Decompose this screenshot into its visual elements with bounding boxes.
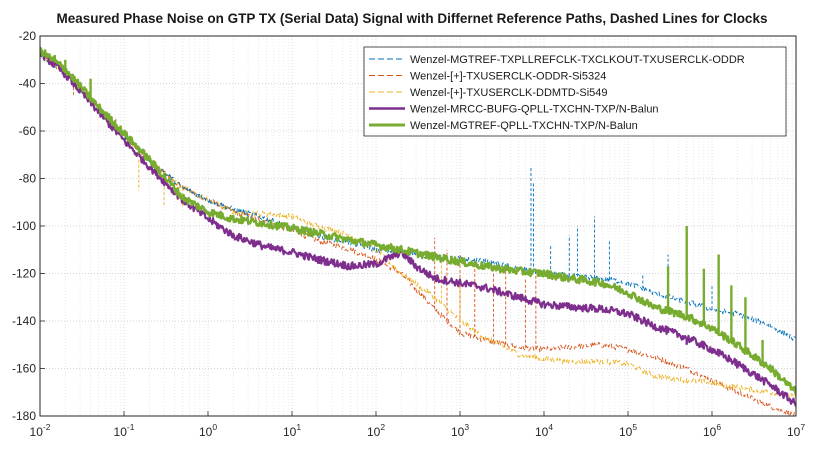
x-tick-label: 10-2: [30, 422, 51, 439]
x-tick-label: 107: [787, 422, 805, 439]
legend-label: Wenzel-MGTREF-TXPLLREFCLK-TXCLKOUT-TXUSE…: [410, 54, 745, 66]
y-tick-label: -120: [12, 267, 36, 281]
x-tick-label: 105: [619, 422, 637, 439]
y-tick-label: -180: [12, 409, 36, 423]
y-tick-label: -160: [12, 362, 36, 376]
x-tick-label: 106: [703, 422, 721, 439]
series-layer: [40, 46, 796, 416]
y-tick-label: -100: [12, 219, 36, 233]
y-tick-label: -80: [19, 172, 37, 186]
x-tick-label: 104: [535, 422, 553, 439]
x-tick-label: 101: [283, 422, 301, 439]
legend-label: Wenzel-[+]-TXUSERCLK-DDMTD-Si549: [410, 87, 608, 99]
series-3: [40, 52, 796, 399]
x-tick-label: 102: [367, 422, 385, 439]
x-tick-label: 103: [451, 422, 469, 439]
y-tick-label: -60: [19, 124, 37, 138]
legend-label: Wenzel-[+]-TXUSERCLK-ODDR-Si5324: [410, 71, 606, 83]
series-line: [40, 52, 796, 341]
y-axis: -20 -40 -60 -80 -100 -120 -140 -160 -180: [12, 29, 45, 423]
y-tick-label: -140: [12, 314, 36, 328]
series-line: [40, 53, 796, 416]
y-tick-label: -20: [19, 29, 37, 43]
legend-label: Wenzel-MRCC-BUFG-QPLL-TXCHN-TXP/N-Balun: [410, 104, 659, 116]
x-tick-label: 100: [199, 422, 217, 439]
series-5: [40, 46, 796, 396]
x-tick-label: 10-1: [114, 422, 135, 439]
legend-box: [363, 46, 787, 137]
legend-label: Wenzel-MGTREF-QPLL-TXCHN-TXP/N-Balun: [410, 120, 638, 132]
x-axis: 10-2 10-1 100 101 102 103 104 105 106 107: [30, 411, 805, 439]
y-tick-label: -40: [19, 77, 37, 91]
series-line: [40, 52, 796, 399]
legend: Wenzel-MGTREF-TXPLLREFCLK-TXCLKOUT-TXUSE…: [363, 46, 787, 137]
chart-title: Measured Phase Noise on GTP TX (Serial D…: [57, 11, 768, 26]
series-line: [40, 46, 796, 396]
